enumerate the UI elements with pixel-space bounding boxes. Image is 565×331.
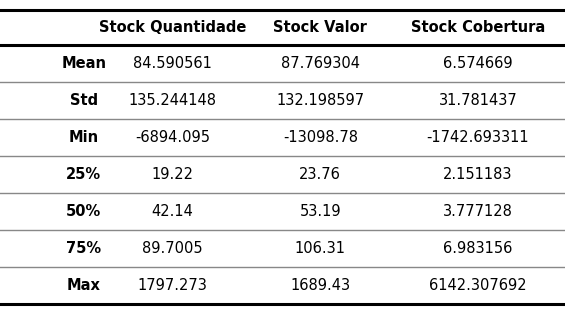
Text: 6.983156: 6.983156 [444,241,512,256]
Text: -13098.78: -13098.78 [282,130,358,145]
Text: Std: Std [69,93,98,108]
Text: 19.22: 19.22 [151,167,193,182]
Text: 135.244148: 135.244148 [128,93,216,108]
Text: -1742.693311: -1742.693311 [427,130,529,145]
Text: 23.76: 23.76 [299,167,341,182]
Text: 84.590561: 84.590561 [133,56,212,71]
Text: 1797.273: 1797.273 [137,278,207,293]
Text: 132.198597: 132.198597 [276,93,364,108]
Text: 6.574669: 6.574669 [443,56,513,71]
Text: 6142.307692: 6142.307692 [429,278,527,293]
Text: -6894.095: -6894.095 [135,130,210,145]
Text: 31.781437: 31.781437 [438,93,518,108]
Text: Max: Max [67,278,101,293]
Text: 2.151183: 2.151183 [443,167,512,182]
Text: Min: Min [69,130,99,145]
Text: Stock Cobertura: Stock Cobertura [411,20,545,35]
Text: 1689.43: 1689.43 [290,278,350,293]
Text: 75%: 75% [66,241,101,256]
Text: 50%: 50% [66,204,102,219]
Text: 53.19: 53.19 [299,204,341,219]
Text: 87.769304: 87.769304 [281,56,360,71]
Text: Stock Valor: Stock Valor [273,20,367,35]
Text: 106.31: 106.31 [295,241,346,256]
Text: 25%: 25% [66,167,101,182]
Text: Mean: Mean [62,56,106,71]
Text: 89.7005: 89.7005 [142,241,203,256]
Text: 42.14: 42.14 [151,204,193,219]
Text: Stock Quantidade: Stock Quantidade [99,20,246,35]
Text: 3.777128: 3.777128 [443,204,513,219]
